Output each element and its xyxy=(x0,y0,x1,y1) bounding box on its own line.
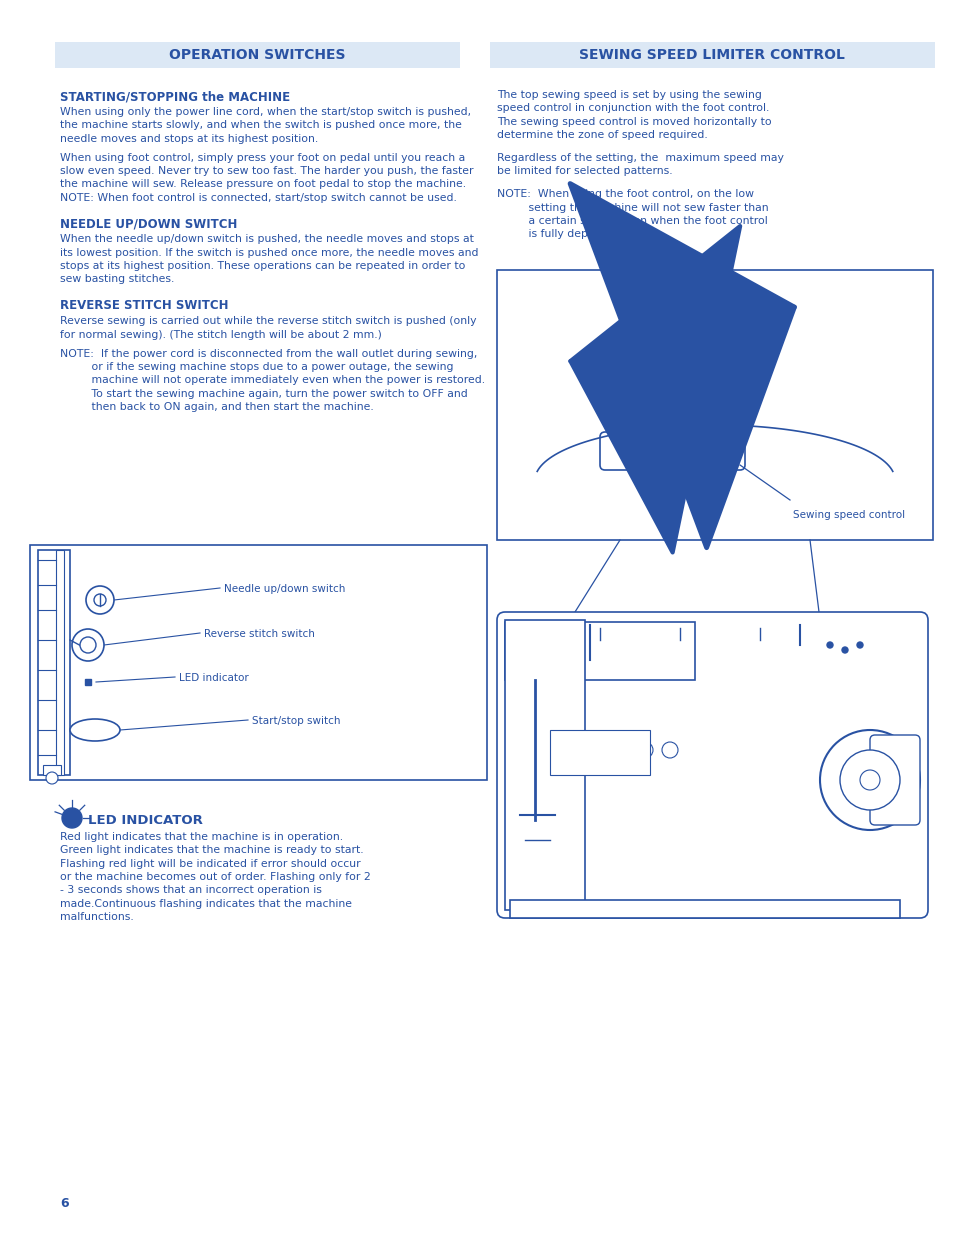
Circle shape xyxy=(841,647,847,653)
Text: Red light indicates that the machine is in operation.
Green light indicates that: Red light indicates that the machine is … xyxy=(60,832,371,923)
Ellipse shape xyxy=(659,388,679,399)
Bar xyxy=(504,620,584,910)
Text: When the needle up/down switch is pushed, the needle moves and stops at
its lowe: When the needle up/down switch is pushed… xyxy=(60,235,478,284)
Circle shape xyxy=(62,808,82,827)
Text: Sewing speed control: Sewing speed control xyxy=(792,510,904,520)
Bar xyxy=(55,42,459,68)
Bar xyxy=(490,42,934,68)
Circle shape xyxy=(631,461,638,467)
Text: 6: 6 xyxy=(60,1197,69,1210)
Circle shape xyxy=(94,594,106,606)
Circle shape xyxy=(654,451,659,457)
Circle shape xyxy=(661,742,678,758)
Text: LED indicator: LED indicator xyxy=(179,673,249,683)
Bar xyxy=(30,545,486,781)
Text: When using foot control, simply press your foot on pedal until you reach a
slow : When using foot control, simply press yo… xyxy=(60,153,473,203)
Circle shape xyxy=(859,769,879,790)
Circle shape xyxy=(86,585,113,614)
Circle shape xyxy=(704,373,714,383)
Bar xyxy=(550,730,649,776)
Circle shape xyxy=(46,772,58,784)
Circle shape xyxy=(71,629,104,661)
Bar xyxy=(56,550,64,776)
Ellipse shape xyxy=(70,719,120,741)
Circle shape xyxy=(637,742,652,758)
Circle shape xyxy=(676,461,681,467)
Text: NEEDLE UP/DOWN SWITCH: NEEDLE UP/DOWN SWITCH xyxy=(60,217,237,231)
Ellipse shape xyxy=(667,380,681,390)
Bar xyxy=(510,900,899,918)
Circle shape xyxy=(689,380,700,390)
Text: Needle up/down switch: Needle up/down switch xyxy=(224,584,345,594)
Text: NOTE:  When using the foot control, on the low
         setting the machine will: NOTE: When using the foot control, on th… xyxy=(497,189,768,240)
FancyBboxPatch shape xyxy=(599,432,744,471)
Text: SEWING SPEED LIMITER CONTROL: SEWING SPEED LIMITER CONTROL xyxy=(578,48,844,62)
Text: NOTE:  If the power cord is disconnected from the wall outlet during sewing,
   : NOTE: If the power cord is disconnected … xyxy=(60,348,485,412)
Bar xyxy=(43,764,61,776)
Circle shape xyxy=(840,750,899,810)
Bar xyxy=(497,270,932,540)
Text: Reverse stitch switch: Reverse stitch switch xyxy=(204,629,314,638)
Circle shape xyxy=(631,451,638,457)
Text: REVERSE STITCH SWITCH: REVERSE STITCH SWITCH xyxy=(60,299,229,312)
Text: Start/stop switch: Start/stop switch xyxy=(252,716,340,726)
Circle shape xyxy=(856,642,862,648)
Circle shape xyxy=(689,366,700,375)
Text: OPERATION SWITCHES: OPERATION SWITCHES xyxy=(169,48,345,62)
Bar xyxy=(38,550,70,776)
FancyBboxPatch shape xyxy=(869,735,919,825)
Circle shape xyxy=(80,637,96,653)
Text: When using only the power line cord, when the start/stop switch is pushed,
the m: When using only the power line cord, whe… xyxy=(60,107,471,143)
Bar xyxy=(504,622,695,680)
Circle shape xyxy=(826,642,832,648)
Text: STARTING/STOPPING the MACHINE: STARTING/STOPPING the MACHINE xyxy=(60,90,290,103)
Circle shape xyxy=(612,742,627,758)
FancyBboxPatch shape xyxy=(497,613,927,918)
Circle shape xyxy=(820,730,919,830)
Circle shape xyxy=(676,451,681,457)
Text: LED INDICATOR: LED INDICATOR xyxy=(88,814,203,827)
Circle shape xyxy=(654,461,659,467)
Text: The top sewing speed is set by using the sewing
speed control in conjunction wit: The top sewing speed is set by using the… xyxy=(497,90,771,140)
Text: Reverse sewing is carried out while the reverse stitch switch is pushed (only
fo: Reverse sewing is carried out while the … xyxy=(60,316,476,340)
Text: Regardless of the setting, the  maximum speed may
be limited for selected patter: Regardless of the setting, the maximum s… xyxy=(497,153,783,177)
